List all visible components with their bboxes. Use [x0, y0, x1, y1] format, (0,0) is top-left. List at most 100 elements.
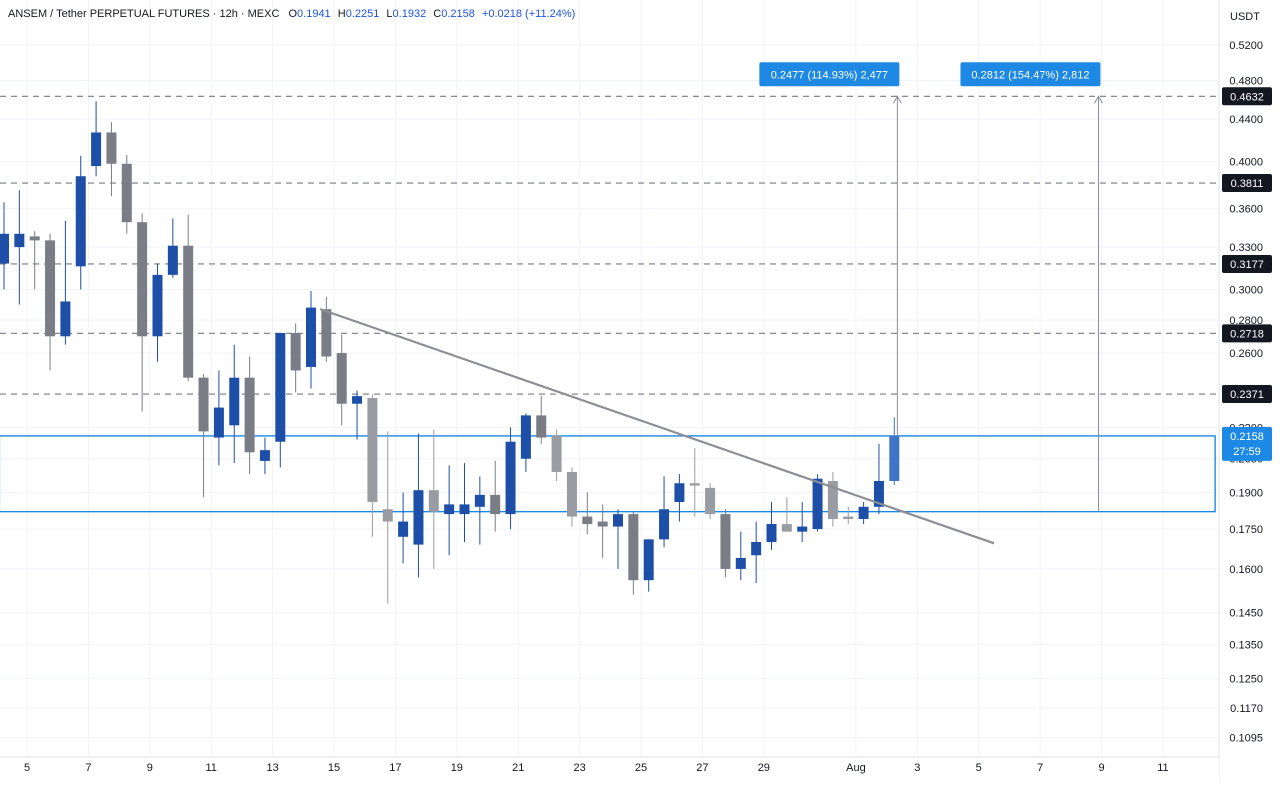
- candle-body: [244, 377, 255, 453]
- time-tick-label: 19: [451, 762, 463, 774]
- candle-body: [14, 233, 25, 248]
- price-tick-label: 0.3000: [1229, 284, 1263, 296]
- candle-body: [812, 478, 823, 530]
- price-tick-label: 0.2600: [1229, 348, 1263, 360]
- price-tick-label: 0.4800: [1229, 75, 1263, 87]
- candle-body: [367, 398, 378, 502]
- price-tick-label: 0.2800: [1229, 315, 1263, 327]
- target-arrow-head: [892, 95, 902, 104]
- candle: [428, 429, 439, 569]
- target-label-box: [759, 62, 900, 87]
- price-tick-label: 0.1170: [1230, 703, 1263, 715]
- candle-body: [444, 504, 455, 515]
- trendline: [319, 308, 995, 545]
- price-tick-label: 0.1750: [1229, 524, 1263, 536]
- time-tick-label: 7: [85, 762, 91, 774]
- candle: [213, 370, 224, 466]
- time-tick-label: 5: [24, 762, 30, 774]
- price-tick-label: 0.1450: [1229, 608, 1263, 620]
- target-label-text: 0.2477 (114.93%) 2,477: [771, 69, 888, 81]
- candle: [275, 333, 286, 468]
- time-tick-label: 9: [147, 762, 153, 774]
- target-label-box: [960, 62, 1101, 87]
- candle: [459, 463, 470, 542]
- candle-body: [628, 514, 639, 581]
- candle: [781, 497, 792, 532]
- candle: [643, 539, 654, 592]
- candle: [167, 218, 178, 278]
- candle: [444, 465, 455, 556]
- price-tick-label: 0.3600: [1229, 203, 1263, 215]
- price-tick-label: 0.1095: [1229, 733, 1263, 745]
- time-tick-label: 17: [389, 762, 401, 774]
- candle: [705, 483, 716, 520]
- candle-body: [659, 509, 670, 540]
- candle-body: [413, 490, 424, 545]
- candle: [183, 214, 194, 382]
- time-tick-label: 9: [1098, 762, 1104, 774]
- candle-body: [60, 301, 71, 337]
- candle-body: [352, 396, 363, 404]
- candle-body: [137, 222, 148, 337]
- candle: [689, 448, 700, 517]
- candle-body: [797, 526, 808, 532]
- candle-body: [91, 132, 102, 166]
- candle-body: [613, 514, 623, 527]
- candle-body: [735, 557, 746, 569]
- level-price-tag: [1222, 385, 1272, 404]
- level-price-tag: [1222, 324, 1272, 343]
- candle-body: [336, 353, 347, 404]
- time-tick-label: 11: [1157, 762, 1168, 774]
- candle-body: [152, 274, 163, 337]
- price-tick-label: 0.4400: [1229, 114, 1263, 126]
- candle-body: [566, 471, 577, 517]
- candle: [91, 101, 102, 177]
- candle: [75, 156, 86, 290]
- candle-body: [551, 435, 562, 472]
- close-value: 0.2158: [441, 8, 475, 20]
- high-label: H: [337, 8, 346, 20]
- price-tick-label: 0.1900: [1229, 488, 1263, 500]
- candle-body: [751, 541, 762, 556]
- time-axis-bg: [0, 757, 1219, 782]
- candle: [597, 504, 608, 558]
- candle: [382, 431, 393, 604]
- time-tick-label: 21: [512, 762, 524, 774]
- candle: [628, 511, 639, 595]
- candle-body: [290, 333, 301, 371]
- level-price-tag: [1222, 174, 1272, 193]
- candle-body: [858, 506, 869, 520]
- candle-body: [321, 309, 332, 357]
- level-price-tag: [1222, 87, 1272, 106]
- price-tick-label: 0.1250: [1229, 674, 1263, 686]
- candle: [843, 506, 854, 525]
- candle-body: [597, 521, 608, 527]
- candle: [306, 290, 316, 389]
- candle: [536, 396, 547, 444]
- candle-body: [766, 524, 777, 542]
- candle-body: [229, 377, 240, 426]
- range-box: [0, 435, 1216, 513]
- time-tick-label: 29: [758, 762, 770, 774]
- candle: [551, 429, 562, 481]
- candle-body: [382, 509, 393, 522]
- level-price-label: 0.3177: [1230, 259, 1264, 271]
- candle-body: [29, 236, 40, 241]
- level-price-tag: [1222, 254, 1272, 273]
- current-price-label: 0.2158: [1230, 431, 1264, 443]
- candle: [121, 154, 132, 234]
- candle-body: [643, 539, 654, 581]
- candle: [198, 374, 209, 498]
- time-tick-label: 3: [914, 762, 920, 774]
- time-tick-label: 7: [1037, 762, 1043, 774]
- candle: [720, 509, 731, 578]
- candle: [229, 344, 240, 464]
- time-tick-label: Aug: [846, 762, 866, 774]
- candle: [106, 122, 117, 197]
- level-price-label: 0.2371: [1230, 389, 1264, 401]
- current-price-tag: [1222, 426, 1272, 461]
- time-tick-label: 27: [696, 762, 708, 774]
- candle-body: [705, 487, 716, 515]
